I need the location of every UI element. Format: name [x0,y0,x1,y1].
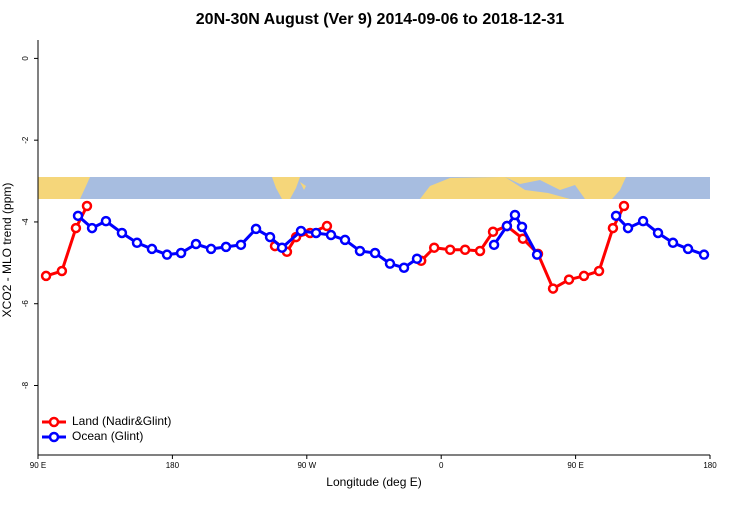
point [487,226,499,238]
x-tick-label: 180 [166,461,180,470]
point [531,249,543,260]
point [667,237,679,249]
point [618,200,630,212]
legend-label: Ocean (Glint) [72,429,143,443]
x-tick-label: 0 [439,461,444,470]
series-line [45,205,626,291]
point [161,249,173,260]
point [398,262,410,273]
point [70,222,82,234]
y-tick-label: -4 [21,218,30,226]
y-tick-label: -2 [21,136,30,144]
x-tick-label: 90 E [567,461,583,470]
point [339,234,351,246]
y-tick-label: -8 [21,381,30,389]
point [131,237,143,249]
point [354,245,366,257]
legend-marker [48,416,60,428]
point [384,258,396,269]
point [264,231,276,243]
point [547,283,559,294]
y-tick-label: 0 [21,56,30,61]
point [369,247,381,259]
point [488,239,500,251]
point [40,270,52,282]
point [321,220,333,232]
point [682,243,694,255]
point [637,215,649,227]
map-land [272,177,300,199]
point [652,227,664,239]
point [698,249,710,260]
point [459,244,471,255]
point [428,242,440,253]
point [56,265,68,277]
point [444,244,456,255]
legend-label: Land (Nadir&Glint) [72,414,171,428]
y-axis-label: XCO2 - MLO trend (ppm) [0,183,14,318]
x-tick-label: 90 W [297,461,316,470]
point [220,241,232,253]
point [610,210,622,222]
point [501,220,513,232]
point [72,210,84,222]
legend-marker [48,431,60,443]
point [190,238,202,250]
map-land [38,177,90,199]
x-axis-label: Longitude (deg E) [326,475,421,489]
map-band [38,177,710,199]
point [100,215,112,227]
point [578,270,590,282]
point [116,227,128,239]
map-land [300,182,306,190]
chart-title: 20N-30N August (Ver 9) 2014-09-06 to 201… [196,11,565,28]
x-tick-label: 180 [703,461,717,470]
point [325,229,337,241]
point [81,200,93,212]
point [175,247,187,259]
point [474,245,486,257]
x-tick-label: 90 E [30,461,46,470]
point [146,243,158,255]
point [593,265,605,277]
point [250,223,262,235]
point [607,222,619,234]
point [563,274,575,285]
point [516,221,528,233]
point [86,222,98,234]
point [205,243,217,255]
point [276,242,288,253]
point [295,225,307,237]
y-tick-label: -6 [21,300,30,308]
point [509,209,521,221]
point [235,239,247,251]
point [411,253,423,264]
point [622,222,634,234]
map-sea [505,177,585,199]
point [310,227,322,239]
